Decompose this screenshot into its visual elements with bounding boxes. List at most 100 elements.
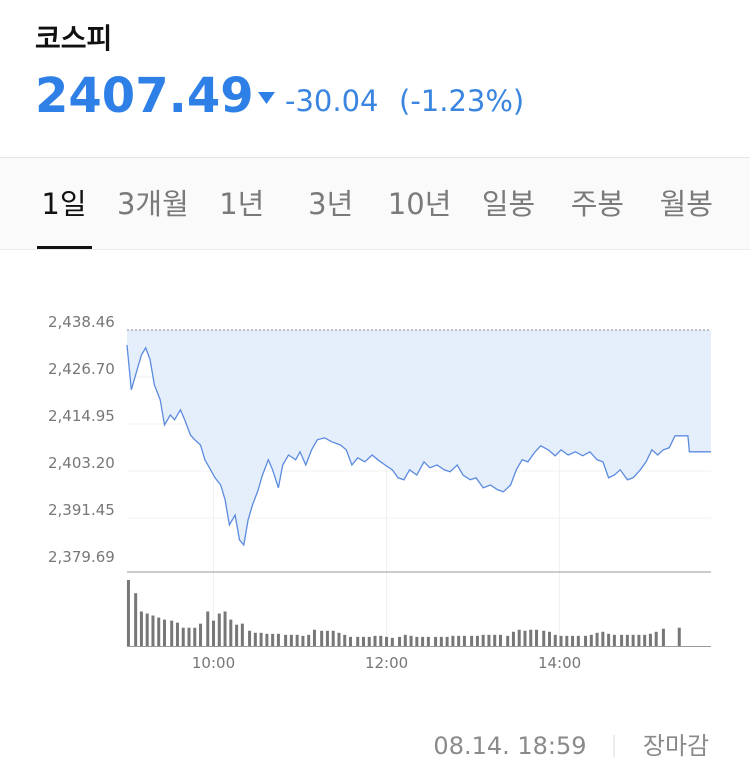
volume-bar bbox=[235, 624, 239, 646]
volume-bar bbox=[199, 623, 203, 646]
volume-bar bbox=[151, 615, 155, 646]
volume-bar bbox=[559, 635, 563, 646]
volume-bar bbox=[217, 613, 221, 646]
volume-bar bbox=[517, 629, 521, 646]
volume-bar bbox=[223, 611, 227, 646]
volume-bar bbox=[421, 636, 425, 646]
volume-bar bbox=[601, 631, 605, 646]
volume-bar bbox=[493, 634, 497, 646]
period-tab[interactable]: 1년 bbox=[219, 187, 264, 221]
timestamp: 08.14. 18:59 bbox=[433, 732, 586, 760]
volume-bar bbox=[426, 636, 430, 646]
volume-bar bbox=[584, 635, 588, 646]
volume-bar bbox=[193, 627, 197, 646]
volume-bar bbox=[677, 627, 681, 646]
x-tick-label: 10:00 bbox=[192, 654, 235, 672]
volume-bar bbox=[445, 636, 449, 646]
volume-bar bbox=[439, 636, 443, 646]
volume-bar bbox=[307, 634, 311, 646]
period-tab[interactable]: 1일 bbox=[41, 187, 86, 221]
volume-bar bbox=[181, 627, 185, 646]
volume-bar bbox=[284, 634, 288, 646]
volume-bar bbox=[379, 635, 383, 646]
volume-bar bbox=[643, 634, 647, 646]
volume-bar bbox=[134, 593, 138, 646]
volume-bar bbox=[637, 634, 641, 646]
change-percent: (-1.23%) bbox=[399, 84, 524, 118]
volume-bar bbox=[276, 633, 280, 646]
change: -30.04 bbox=[285, 84, 379, 118]
volume-bar bbox=[145, 613, 149, 646]
y-tick-label: 2,426.70 bbox=[48, 360, 115, 378]
volume-bar bbox=[451, 635, 455, 646]
volume-bar bbox=[565, 635, 569, 646]
tabs: 1일 3개월 1년 3년 10년 일봉 주봉 월봉 bbox=[37, 187, 713, 249]
volume-bar bbox=[343, 634, 347, 646]
volume-bar bbox=[289, 634, 293, 646]
volume-bar bbox=[511, 631, 515, 646]
volume-bar bbox=[462, 635, 466, 646]
volume-bar bbox=[265, 633, 269, 646]
volume-bar bbox=[542, 630, 546, 646]
volume-bar bbox=[648, 633, 652, 646]
volume-bar bbox=[589, 634, 593, 646]
volume-bar bbox=[498, 634, 502, 646]
x-tick-label: 12:00 bbox=[365, 654, 408, 672]
volume-bar bbox=[547, 631, 551, 646]
period-tab[interactable]: 일봉 bbox=[482, 187, 535, 221]
volume-bar bbox=[654, 631, 658, 646]
volume-bar bbox=[349, 636, 353, 646]
volume-bar bbox=[571, 635, 575, 646]
volume-bar bbox=[331, 630, 335, 646]
volume-bar bbox=[415, 636, 419, 646]
volume-bar bbox=[295, 634, 299, 646]
volume-bar bbox=[523, 630, 527, 646]
volume-bar bbox=[506, 635, 510, 646]
volume-bar bbox=[612, 634, 616, 646]
volume-bar bbox=[403, 634, 407, 646]
volume-bar bbox=[625, 634, 629, 646]
price-line bbox=[126, 344, 711, 547]
volume-bar bbox=[367, 636, 371, 646]
period-tab[interactable]: 10년 bbox=[388, 187, 452, 221]
volume-bar bbox=[312, 629, 316, 646]
volume-bar bbox=[457, 635, 461, 646]
volume-bar bbox=[373, 635, 377, 646]
period-tab[interactable]: 월봉 bbox=[660, 187, 713, 221]
volume-bar bbox=[434, 636, 438, 646]
volume-bar bbox=[126, 580, 130, 646]
volume-bar bbox=[481, 634, 485, 646]
volume-bar bbox=[398, 636, 402, 646]
tab-bar bbox=[0, 157, 750, 249]
period-tab[interactable]: 3년 bbox=[308, 187, 353, 221]
down-arrow bbox=[258, 92, 275, 104]
volume-bar bbox=[253, 632, 257, 646]
area bbox=[127, 330, 711, 545]
period-tab[interactable]: 3개월 bbox=[117, 187, 189, 221]
y-tick-label: 2,379.69 bbox=[48, 548, 115, 566]
index-name: 코스피 bbox=[35, 22, 112, 55]
volume-bar bbox=[320, 630, 324, 646]
volume-bar bbox=[170, 620, 174, 646]
volume-bar bbox=[259, 632, 263, 646]
volume-bar bbox=[206, 611, 210, 646]
volume-bar bbox=[553, 634, 557, 646]
volume-bar bbox=[576, 635, 580, 646]
y-tick-label: 2,414.95 bbox=[48, 407, 115, 425]
volume-bar bbox=[385, 636, 389, 646]
volume-bar bbox=[157, 617, 161, 646]
volume-bar bbox=[212, 620, 216, 646]
volume-bar bbox=[409, 635, 413, 646]
period-tab[interactable]: 주봉 bbox=[571, 187, 624, 221]
volume-bar bbox=[229, 619, 233, 646]
chart: 2,438.46 2,426.70 2,414.95 2,403.20 2,391.45… bbox=[48, 313, 711, 672]
volume-bar bbox=[271, 633, 275, 646]
volume-bar bbox=[325, 630, 329, 646]
volume-bar bbox=[475, 635, 479, 646]
price: 2407.49 bbox=[35, 68, 254, 124]
volume-bar bbox=[390, 637, 394, 646]
volume-bar bbox=[139, 611, 143, 646]
volume-bar bbox=[607, 633, 611, 646]
